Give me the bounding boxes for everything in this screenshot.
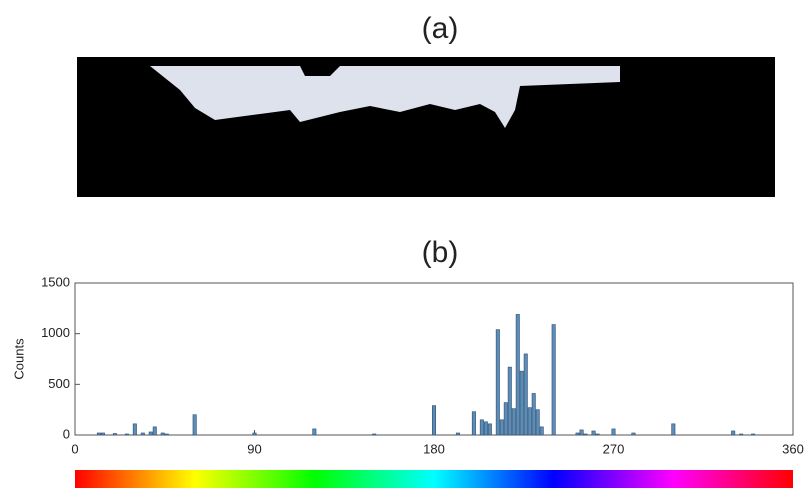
bar [483,421,488,436]
bar [671,423,676,436]
x-tick-label: 90 [247,441,261,456]
panel-a-title: (a) [422,12,459,45]
bar [372,433,377,436]
bar [192,414,197,436]
x-tick-label: 0 [71,441,78,456]
bar [583,433,588,436]
bar [100,432,105,436]
bar [160,432,165,436]
bar [479,419,484,436]
bar [751,433,756,436]
x-tick-label: 360 [782,441,804,456]
bar [511,408,516,436]
bar [495,329,500,436]
chart-title: (b) [422,236,459,269]
bar [124,433,129,436]
x-tick-label: 180 [423,441,445,456]
bar [140,432,145,436]
bar [527,407,532,436]
image-region [150,66,620,128]
bar [152,426,157,436]
bar [507,366,512,436]
bar [595,433,600,436]
bar [499,419,504,436]
bar [503,402,508,436]
bar [164,433,169,436]
bar [731,430,736,436]
bar [471,411,476,436]
bar [631,432,636,436]
bar [739,433,744,436]
bar [487,423,492,436]
bar [611,428,616,436]
bar [312,428,317,436]
bar [535,409,540,436]
bar [551,324,556,436]
bar [96,432,101,436]
y-axis-label: Counts [11,338,26,380]
bar [539,426,544,436]
bar [132,423,137,436]
hue-colorbar [75,470,793,488]
x-tick-label: 270 [603,441,625,456]
bar [523,353,528,436]
bar [432,405,436,436]
bar [531,393,536,436]
bar [112,433,117,436]
bar [252,432,257,436]
bar [148,431,153,436]
bar [519,370,524,436]
bar [455,432,460,436]
y-tick-label: 0 [63,426,70,441]
y-tick-label: 1000 [41,325,70,340]
bar [579,429,584,436]
y-tick-label: 500 [48,376,70,391]
bar [515,314,520,436]
bar [591,430,596,436]
bar [575,432,580,436]
y-tick-label: 1500 [41,274,70,289]
